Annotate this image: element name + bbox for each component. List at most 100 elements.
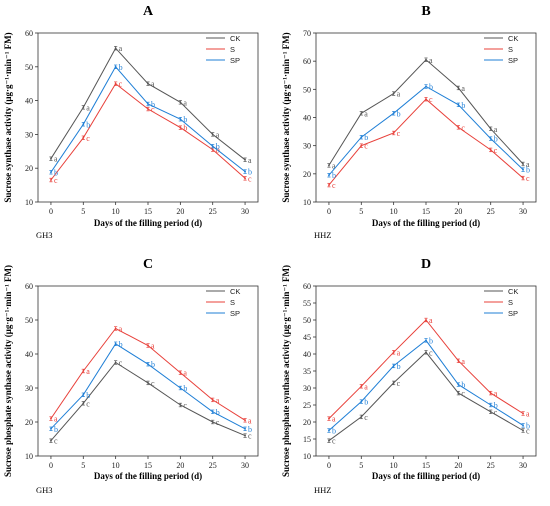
significance-label-s: c <box>494 146 498 155</box>
data-point-ck <box>328 439 330 442</box>
data-point-ck <box>522 163 524 165</box>
significance-label-sp: b <box>151 100 155 109</box>
significance-label-sp: b <box>461 101 465 110</box>
significance-label-s: a <box>332 415 336 424</box>
significance-label-ck: a <box>429 56 433 65</box>
y-tick-label: 50 <box>25 63 33 72</box>
panel-a: A 10 20 30 40 50 60 0 5 10 15 20 25 30 Days of the fil… <box>3 4 259 240</box>
y-tick-label: 40 <box>303 350 311 359</box>
data-point-sp <box>82 393 85 396</box>
significance-label-ck: a <box>216 130 220 139</box>
significance-label-s: a <box>364 382 368 391</box>
significance-label-s: c <box>526 174 530 183</box>
data-point-ck <box>360 416 363 418</box>
significance-label-ck: a <box>54 155 58 164</box>
data-point-sp <box>392 112 395 115</box>
significance-label-ck: a <box>86 103 90 112</box>
significance-label-ck: c <box>86 399 90 408</box>
legend-label-s: S <box>508 45 513 54</box>
significance-label-sp: b <box>332 427 336 436</box>
legend-label-ck: CK <box>508 34 518 43</box>
data-point-s <box>392 351 395 354</box>
significance-label-s: a <box>429 316 433 325</box>
significance-label-s: c <box>151 105 155 114</box>
data-point-s <box>425 98 427 101</box>
data-point-s <box>328 417 330 420</box>
x-tick-label: 0 <box>327 461 331 470</box>
y-axis-label: Sucrose phosphate synthase activity (μg·… <box>281 265 291 477</box>
data-point-ck <box>244 158 246 161</box>
y-tick-label: 30 <box>25 384 33 393</box>
data-point-ck <box>179 404 182 406</box>
x-tick-label: 0 <box>49 461 53 470</box>
legend-label-s: S <box>230 298 235 307</box>
data-point-s <box>360 385 363 388</box>
x-tick-label: 15 <box>144 461 152 470</box>
x-tick-label: 5 <box>81 207 85 216</box>
x-tick-label: 15 <box>422 461 430 470</box>
x-axis-label: Days of the filling period (d) <box>372 218 480 228</box>
significance-label-ck: c <box>248 432 252 441</box>
data-point-ck <box>50 157 52 160</box>
significance-label-s: b <box>183 124 187 133</box>
y-tick-label: 10 <box>303 198 311 207</box>
significance-label-ck: a <box>494 125 498 134</box>
significance-label-sp: b <box>461 381 465 390</box>
panel-d: D 10 15 20 25 30 35 40 45 50 55 60 0 5 10 15 20 25 30 Days … <box>281 257 537 495</box>
y-tick-label: 55 <box>303 299 311 308</box>
y-tick-label: 40 <box>25 97 33 106</box>
significance-label-s: c <box>397 129 401 138</box>
data-point-ck <box>392 92 395 95</box>
significance-label-sp: b <box>494 135 498 144</box>
x-tick-label: 30 <box>241 461 249 470</box>
x-tick-label: 0 <box>327 207 331 216</box>
data-point-ck <box>489 410 492 413</box>
data-point-sp <box>114 65 117 68</box>
data-point-s <box>489 148 492 151</box>
x-tick-label: 25 <box>487 461 495 470</box>
significance-label-ck: c <box>151 379 155 388</box>
significance-label-ck: c <box>54 437 58 446</box>
significance-label-sp: b <box>151 360 155 369</box>
cultivar-label: HHZ <box>314 230 331 240</box>
data-point-sp <box>244 170 246 173</box>
significance-label-s: a <box>461 357 465 366</box>
y-tick-label: 60 <box>25 282 33 291</box>
data-point-s <box>50 179 52 181</box>
x-tick-label: 20 <box>176 207 184 216</box>
significance-label-s: a <box>54 415 58 424</box>
plot-frame <box>37 32 259 203</box>
x-axis-label: Days of the filling period (d) <box>94 218 202 228</box>
y-tick-label: 40 <box>303 114 311 123</box>
significance-label-ck: c <box>364 413 368 422</box>
plot-frame <box>315 285 537 457</box>
data-point-s <box>392 132 395 134</box>
data-point-ck <box>425 58 427 61</box>
panel-b: B 10 20 30 40 50 60 70 0 5 10 15 20 25 30 Days of the f… <box>281 4 537 240</box>
y-tick-label: 40 <box>25 350 33 359</box>
data-point-s <box>244 419 246 422</box>
data-point-s <box>211 148 214 151</box>
significance-label-sp: b <box>216 142 220 151</box>
significance-label-ck: c <box>216 418 220 427</box>
y-axis-label: Sucrose synthase activity (μg·g⁻¹·min⁻¹ … <box>3 32 13 202</box>
cultivar-label: HHZ <box>314 485 331 495</box>
x-tick-label: 5 <box>359 207 363 216</box>
data-point-sp <box>211 410 214 413</box>
significance-label-sp: b <box>86 120 90 129</box>
legend-label-sp: SP <box>508 309 518 318</box>
significance-label-ck: c <box>183 401 187 410</box>
y-tick-label: 30 <box>25 130 33 139</box>
x-tick-label: 0 <box>49 207 53 216</box>
significance-label-sp: b <box>526 421 530 430</box>
x-tick-label: 25 <box>209 461 217 470</box>
data-point-s <box>82 136 85 139</box>
significance-label-sp: b <box>397 109 401 118</box>
data-point-ck <box>457 87 460 89</box>
x-tick-label: 20 <box>176 461 184 470</box>
significance-label-s: c <box>332 181 336 190</box>
data-point-s <box>147 108 149 110</box>
significance-label-s: c <box>429 95 433 104</box>
y-tick-label: 20 <box>25 418 33 427</box>
